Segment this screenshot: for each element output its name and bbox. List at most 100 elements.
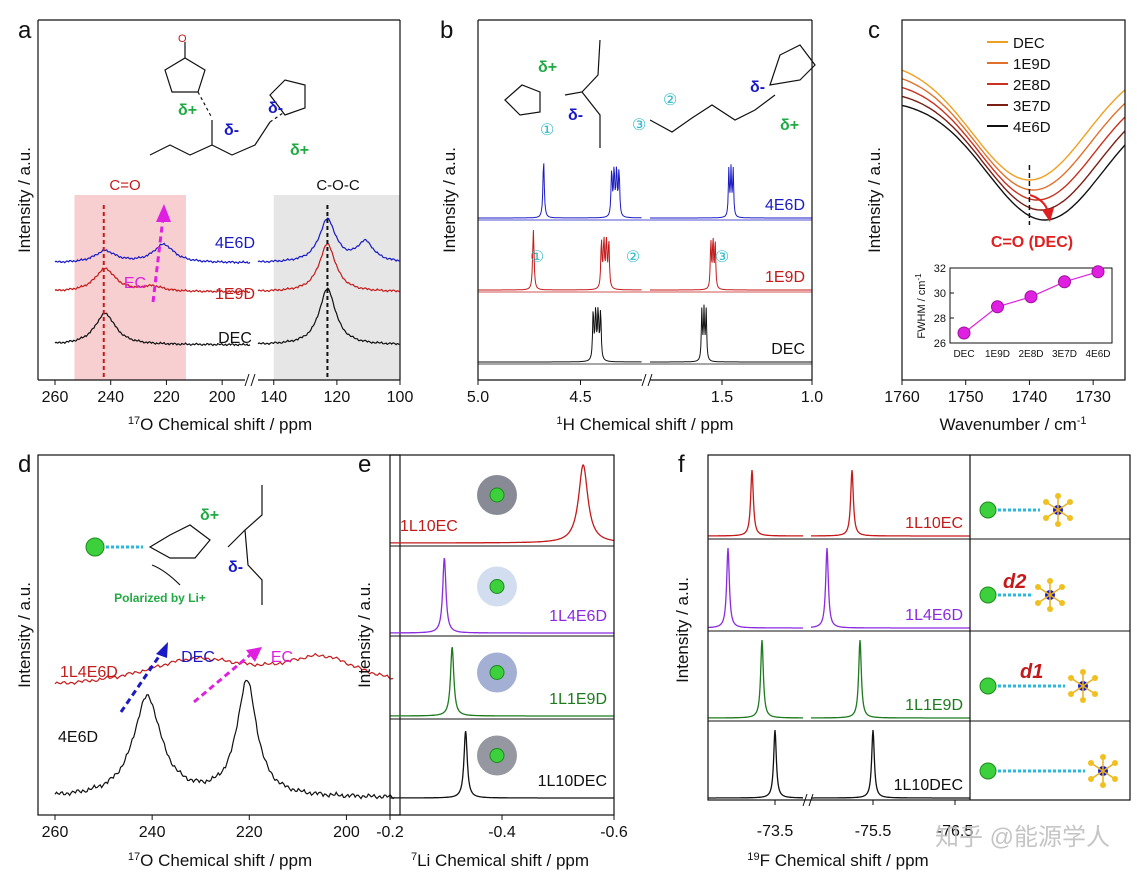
fluorine-atom-icon: [1047, 578, 1053, 584]
panel-f: f 1L10EC 1L4E6D 1L1E9D 1L10DEC d2 d1 -73.5 -75.5…: [673, 451, 1131, 870]
spectrum-line: [901, 78, 1126, 191]
li-ion-icon: [489, 579, 505, 594]
inset-frame: [949, 267, 1113, 344]
series-2E8D: 2E8D: [901, 77, 1126, 201]
axis-break: [250, 373, 256, 387]
region-label-coc: C-O-C: [316, 177, 359, 194]
fluorine-atom-icon: [1080, 669, 1086, 675]
series-label: 1L1E9D: [549, 691, 607, 708]
x-tick-label: -0.4: [488, 824, 516, 841]
delta-minus: δ-: [224, 122, 239, 139]
x-tick-label: -75.5: [855, 823, 892, 840]
delta-minus: δ-: [228, 559, 243, 576]
fluorine-atom-icon: [1067, 515, 1073, 521]
inset-point: [957, 326, 971, 340]
panel-label-b: b: [440, 17, 453, 44]
x-axis-label: 19F Chemical shift / ppm: [747, 851, 928, 870]
spectrum-line: [811, 469, 970, 537]
dec-arrowhead: [156, 642, 168, 658]
series-label: 1L10EC: [905, 515, 963, 532]
panel-e: e 1L10EC 1L4E6D 1L1E9D 1L10DEC -0.2 -0.4 -0.6 7L…: [355, 451, 628, 870]
series-4E6D: 4E6D: [54, 217, 400, 265]
y-axis-label: Intensity / a.u.: [355, 582, 374, 688]
fluorine-atom-icon: [1043, 499, 1049, 505]
x-tick-label: 220: [153, 389, 180, 406]
series-label: DEC: [771, 341, 805, 358]
series-1L10DEC: 1L10DEC: [390, 731, 614, 799]
inset-point: [991, 300, 1004, 314]
marker-1: ①: [530, 249, 544, 266]
annotation-ec: EC: [271, 649, 293, 666]
inset-x-tick-label: DEC: [953, 349, 974, 360]
series-3E7D: 3E7D: [901, 95, 1126, 211]
panel-d: d 1L4E6D 4E6D DEC EC δ+ δ- Polarized by Li+ 260 2…: [15, 451, 401, 870]
series-1L1E9D: 1L1E9D: [708, 639, 1130, 722]
delta-plus-2: δ+: [780, 117, 799, 134]
x-axis-label: 17O Chemical shift / ppm: [128, 851, 312, 870]
fluorine-atom-icon: [1088, 760, 1094, 766]
spectrum-line: [478, 307, 642, 363]
spectrum-line: [54, 267, 251, 294]
x-tick-label: 1760: [884, 389, 920, 406]
li-ion-icon: [489, 748, 505, 763]
marker-3: ③: [715, 249, 729, 266]
interaction-line: [197, 91, 213, 119]
legend-label: DEC: [1013, 35, 1045, 52]
x-tick-label: 1730: [1075, 389, 1111, 406]
li-ion-icon: [489, 665, 505, 680]
spectrum-line: [257, 217, 400, 264]
x-tick-label: 1750: [948, 389, 984, 406]
spectrum-line: [257, 287, 400, 346]
plot-frame: [707, 454, 1131, 801]
axis-break: [244, 373, 250, 387]
x-tick-label: 120: [324, 389, 351, 406]
panel-a: a C=O C-O-C 4E6D 1E9D DEC EC 260 240 220 200 140 120…: [15, 17, 413, 434]
watermark: 知乎 @能源学人: [935, 824, 1110, 851]
spectrum-line: [390, 464, 614, 544]
series-label: 1L4E6D: [549, 608, 607, 625]
fluorine-atom-icon: [1067, 499, 1073, 505]
x-axis-label: 17O Chemical shift / ppm: [128, 415, 312, 434]
x-tick-label: 5.0: [467, 389, 489, 406]
annotation-d1: d1: [1020, 661, 1043, 683]
series-label: DEC: [218, 330, 252, 347]
x-tick-label: 240: [97, 389, 124, 406]
axis-break: [647, 373, 653, 387]
panel-label-c: c: [868, 17, 880, 44]
ec-arrow: [151, 217, 165, 303]
spectrum-line: [650, 164, 812, 219]
y-axis-label: Intensity / a.u.: [673, 577, 692, 683]
x-tick-label: 140: [260, 389, 287, 406]
fluorine-atom-icon: [1080, 697, 1086, 703]
ec-arrowhead: [156, 204, 171, 222]
x-tick-label: 240: [139, 824, 166, 841]
x-tick-label: 200: [333, 824, 360, 841]
y-axis-label: Intensity / a.u.: [865, 147, 884, 253]
delta-plus-2: δ+: [290, 142, 309, 159]
series-label: 4E6D: [58, 729, 98, 746]
fluorine-atom-icon: [1088, 776, 1094, 782]
series-label: 1L4E6D: [60, 664, 118, 681]
fluorine-atom-icon: [1059, 600, 1065, 606]
x-tick-label: 260: [42, 824, 69, 841]
dec-chain: [564, 39, 601, 148]
atom-o: O: [178, 33, 187, 45]
chain-3: [649, 94, 776, 133]
spectrum-line: [390, 558, 614, 634]
x-tick-label: 260: [42, 389, 69, 406]
x-tick-label: 100: [387, 389, 414, 406]
spectrum-line: [257, 242, 400, 293]
annotation-ec: EC: [124, 275, 146, 292]
li-ion-icon: [979, 501, 997, 519]
series-label: 4E6D: [765, 197, 805, 214]
inset-point: [1058, 275, 1071, 289]
spectrum-line: [708, 469, 803, 537]
inset-y-tick-label: 26: [934, 338, 946, 350]
y-axis-label: Intensity / a.u.: [15, 582, 34, 688]
ec-ring: [504, 84, 541, 116]
highlight-co-region: [74, 195, 186, 380]
spectrum-line: [811, 729, 970, 799]
series-4E6D: 4E6D: [901, 104, 1126, 221]
molecule-sketch: O: [149, 33, 306, 156]
